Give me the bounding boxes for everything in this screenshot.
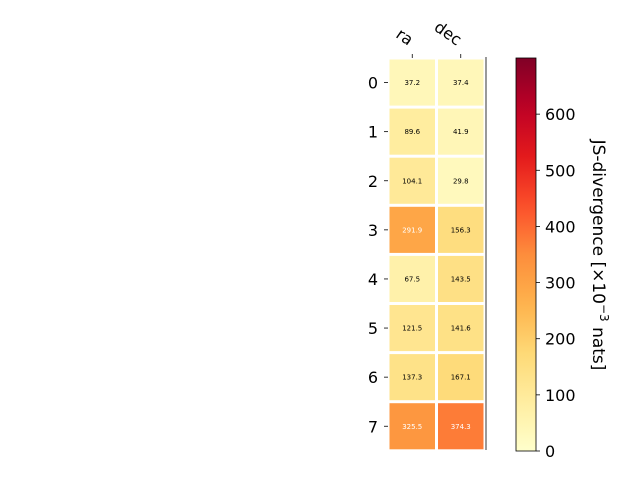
heatmap-cell (389, 255, 435, 302)
colorbar-ticks: 0 100 200 300 400 500 600 (536, 105, 576, 461)
cell-value-label: 67.5 (404, 275, 420, 283)
colorbar (515, 57, 537, 452)
heatmap-cell (389, 108, 435, 155)
cell-value-label: 41.9 (453, 128, 469, 136)
colorbar-tick-label: 0 (545, 442, 555, 461)
heatmap-cell (389, 403, 435, 450)
row-axis: 0 1 2 3 4 5 6 7 (368, 74, 388, 436)
column-tick-label: dec (431, 17, 465, 49)
cell-value-label: 143.5 (451, 275, 471, 283)
row-tick-label: 5 (368, 319, 378, 338)
colorbar-tick-label: 400 (545, 217, 576, 236)
row-tick-label: 1 (368, 123, 378, 142)
heatmap-cell (438, 255, 484, 302)
heatmap-cell (438, 305, 484, 352)
heatmap-cell (389, 354, 435, 401)
heatmap-cell (389, 157, 435, 204)
column-axis: ra dec (393, 17, 465, 58)
cell-value-label: 29.8 (453, 177, 469, 185)
colorbar-tick-label: 100 (545, 386, 576, 405)
heatmap-cell (389, 206, 435, 253)
heatmap-cell (438, 157, 484, 204)
cell-value-label: 374.3 (451, 423, 471, 431)
cell-value-label: 37.4 (453, 79, 469, 87)
cell-value-label: 89.6 (404, 128, 420, 136)
row-tick-label: 0 (368, 74, 378, 93)
heatmap-cell (438, 108, 484, 155)
colorbar-tick-label: 600 (545, 105, 576, 124)
colorbar-tick-label: 500 (545, 161, 576, 180)
heatmap-cell (389, 305, 435, 352)
cell-value-label: 137.3 (402, 374, 422, 382)
colorbar-tick-label: 300 (545, 274, 576, 293)
colorbar-tick-label: 200 (545, 330, 576, 349)
cell-value-label: 156.3 (451, 226, 471, 234)
cell-value-label: 325.5 (402, 423, 422, 431)
cell-value-label: 167.1 (451, 374, 471, 382)
row-tick-label: 7 (368, 417, 378, 436)
cell-value-label: 141.6 (451, 325, 472, 333)
row-tick-label: 6 (368, 368, 378, 387)
row-tick-label: 2 (368, 172, 378, 191)
heatmap-cells: 37.2 37.4 89.6 41.9 104.1 29.8 291.9 156.3 67.5 1… (389, 59, 484, 450)
column-tick-label: ra (393, 24, 417, 49)
heatmap-cell (438, 403, 484, 450)
cell-value-label: 121.5 (402, 325, 422, 333)
cell-value-label: 291.9 (402, 226, 422, 234)
cell-value-label: 104.1 (402, 177, 422, 185)
heatmap-cell (438, 59, 484, 106)
row-tick-label: 4 (368, 270, 378, 289)
heatmap-cell (438, 354, 484, 401)
row-tick-label: 3 (368, 221, 378, 240)
colorbar-label: JS-divergence [×10−3 nats] (588, 139, 611, 371)
cell-value-label: 37.2 (404, 79, 420, 87)
heatmap-cell (389, 59, 435, 106)
heatmap-cell (438, 206, 484, 253)
